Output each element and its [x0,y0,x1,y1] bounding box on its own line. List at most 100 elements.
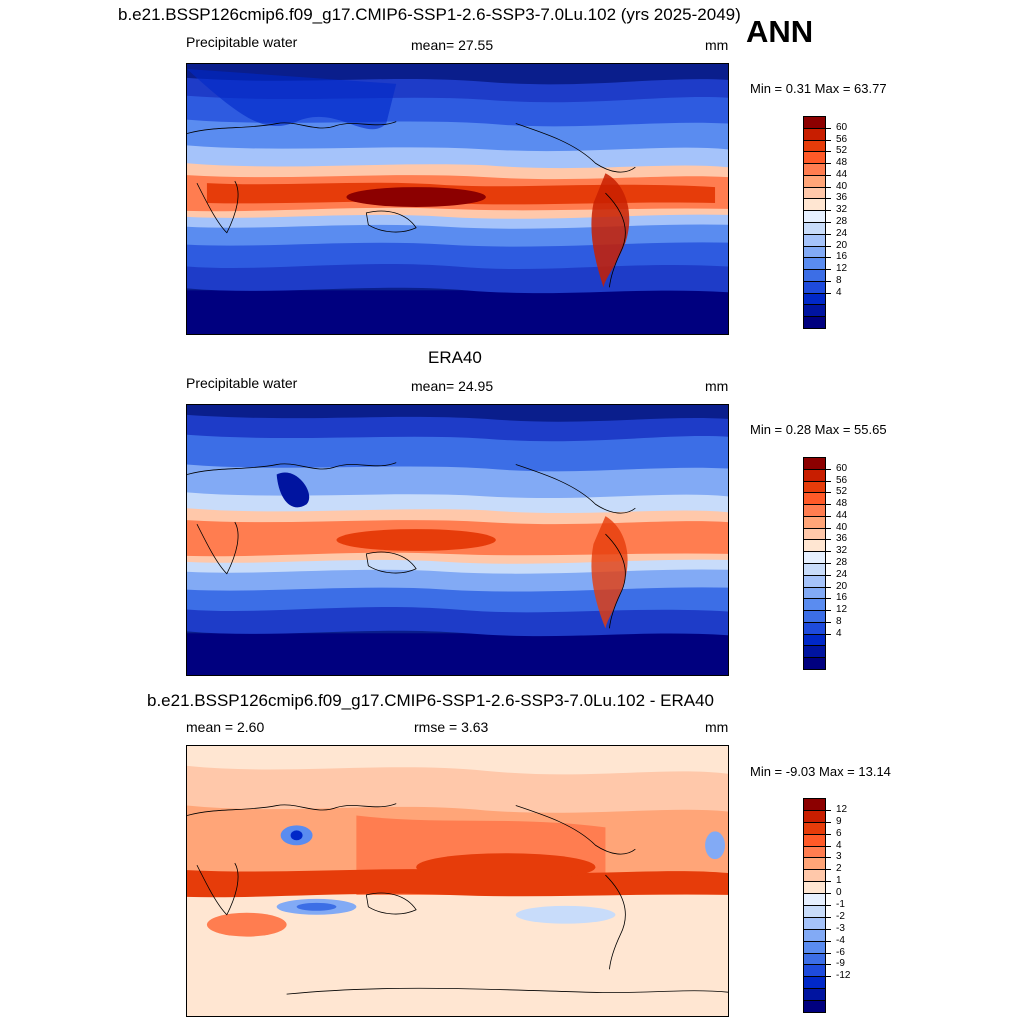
colorbar-label: 40 [836,180,848,192]
colorbar-tick [826,551,831,553]
colorbar-tick [826,833,831,835]
colorbar-tick [826,821,831,823]
panel-1-colorbar: 60 56 52 48 44 40 36 32 28 24 20 16 12 8 4 [803,116,847,329]
colorbar-label: 28 [836,216,848,227]
colorbar-tick [826,964,831,966]
colorbar-swatch [803,657,826,670]
panel-2-heading: ERA40 [428,348,482,367]
panel-2-units: mm [705,378,729,394]
panel-3-colorbar: 12 9 6 4 3 2 1 0 -1 -2 -3 -4 -6 -9 -12 [803,798,850,1013]
colorbar-tick [826,598,831,600]
panel-3-heading: b.e21.BSSP126cmip6.f09_g17.CMIP6-SSP1-2.… [147,691,715,710]
panel-1-left-label: Precipitable water [186,34,298,50]
colorbar-tick [826,127,831,129]
panel-1-minmax: Min = 0.31 Max = 63.77 [750,81,887,96]
colorbar-tick [826,515,831,517]
colorbar-tick [826,845,831,847]
colorbar-label: -4 [836,934,845,946]
colorbar-label: -1 [836,899,845,910]
panel-1-units: mm [705,37,729,53]
colorbar-label: 16 [836,251,848,263]
colorbar-tick [826,539,831,541]
colorbar-tick [826,480,831,482]
colorbar-label: -3 [836,922,845,934]
colorbar-tick [826,468,831,470]
colorbar-label: 60 [836,121,848,133]
colorbar-label: 36 [836,192,848,204]
colorbar-label: 3 [836,851,842,863]
colorbar-tick [826,163,831,165]
panel-2-minmax: Min = 0.28 Max = 55.65 [750,422,887,437]
colorbar-tick [826,504,831,506]
panel-1-mean: mean= 27.55 [411,37,494,53]
colorbar-label: 40 [836,521,848,533]
colorbar-label: 44 [836,509,848,521]
colorbar-label: 48 [836,157,848,169]
colorbar-tick [826,151,831,153]
colorbar-label: 0 [836,887,842,899]
colorbar-tick [826,857,831,859]
colorbar-label: -9 [836,958,845,970]
colorbar-swatch [803,1000,826,1013]
colorbar-tick [826,976,831,978]
colorbar-label: -2 [836,910,845,922]
colorbar-label: 32 [836,545,848,557]
colorbar-tick [826,610,831,612]
season-label: ANN [746,14,814,49]
colorbar-label: 20 [836,580,848,592]
panel-2-map [186,404,729,676]
colorbar-tick [826,928,831,930]
colorbar-label: 24 [836,227,848,239]
colorbar-label: 8 [836,274,842,286]
colorbar-label: 6 [836,827,842,839]
colorbar-tick [826,893,831,895]
colorbar-tick [826,233,831,235]
colorbar-tick [826,940,831,942]
colorbar-tick [826,139,831,141]
colorbar-label: 9 [836,815,842,827]
colorbar-tick [826,621,831,623]
colorbar-tick [826,292,831,294]
colorbar-label: 48 [836,498,848,510]
colorbar-label: 12 [836,604,848,616]
panel-3-units: mm [705,719,729,735]
colorbar-tick [826,574,831,576]
panel-3-rmse: rmse = 3.63 [414,719,489,735]
colorbar-label: 52 [836,486,848,498]
colorbar-label: 28 [836,557,848,568]
colorbar-label: 2 [836,863,842,875]
colorbar-tick [826,869,831,871]
panel-3-map [186,745,729,1017]
colorbar-label: 24 [836,568,848,580]
panel-2-left-label: Precipitable water [186,375,298,391]
colorbar-tick [826,881,831,883]
colorbar-label: 12 [836,263,848,275]
colorbar-tick [826,492,831,494]
colorbar-label: 1 [836,875,842,887]
colorbar-tick [826,280,831,282]
colorbar-label: 36 [836,533,848,545]
colorbar-label: 52 [836,145,848,157]
panel-1-map [186,63,729,335]
panel-2-colorbar: 60 56 52 48 44 40 36 32 28 24 20 16 12 8 4 [803,457,847,670]
colorbar-label: 56 [836,133,848,145]
colorbar-label: 8 [836,615,842,627]
colorbar-tick [826,198,831,200]
colorbar-tick [826,527,831,529]
colorbar-tick [826,222,831,223]
colorbar-tick [826,210,831,212]
colorbar-tick [826,952,831,954]
figure-title: b.e21.BSSP126cmip6.f09_g17.CMIP6-SSP1-2.… [118,5,741,24]
colorbar-label: 4 [836,627,842,639]
colorbar-label: 20 [836,239,848,251]
colorbar-tick [826,174,831,176]
colorbar-tick [826,563,831,564]
colorbar-label: 32 [836,204,848,216]
colorbar-label: 4 [836,286,842,298]
colorbar-tick [826,586,831,588]
colorbar-label: -12 [836,970,851,982]
colorbar-label: 16 [836,592,848,604]
colorbar-tick [826,186,831,188]
colorbar-swatch [803,316,826,329]
colorbar-tick [826,257,831,259]
